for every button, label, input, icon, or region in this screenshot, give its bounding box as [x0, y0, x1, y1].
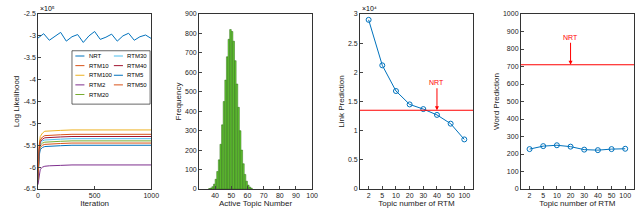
svg-text:-3.5: -3.5 [24, 54, 36, 61]
svg-text:90: 90 [292, 192, 300, 199]
svg-text:RTM20: RTM20 [89, 92, 109, 98]
svg-text:50: 50 [608, 192, 616, 199]
svg-text:-2.5: -2.5 [24, 10, 36, 17]
svg-text:50: 50 [227, 192, 235, 199]
svg-text:0: 0 [36, 192, 40, 199]
svg-text:Iteration: Iteration [80, 199, 109, 208]
svg-text:20: 20 [406, 192, 414, 199]
svg-text:×10⁴: ×10⁴ [362, 5, 377, 12]
svg-text:20: 20 [567, 192, 575, 199]
svg-text:600: 600 [507, 80, 519, 87]
svg-text:1000: 1000 [503, 10, 519, 17]
svg-text:200: 200 [507, 150, 519, 157]
svg-text:-6.5: -6.5 [24, 185, 36, 192]
svg-text:500: 500 [185, 88, 197, 95]
svg-text:300: 300 [507, 133, 519, 140]
svg-text:-5.5: -5.5 [24, 142, 36, 149]
svg-text:-3: -3 [30, 32, 36, 39]
svg-text:300: 300 [185, 127, 197, 134]
svg-text:30: 30 [419, 192, 427, 199]
svg-text:Topic number of RTM: Topic number of RTM [539, 199, 616, 208]
svg-text:RTM50: RTM50 [127, 82, 147, 88]
svg-text:30: 30 [580, 192, 588, 199]
svg-text:10: 10 [392, 192, 400, 199]
svg-text:×10⁵: ×10⁵ [40, 5, 55, 12]
svg-text:40: 40 [594, 192, 602, 199]
svg-text:-4: -4 [30, 76, 36, 83]
svg-text:900: 900 [507, 28, 519, 35]
svg-text:-4.5: -4.5 [24, 98, 36, 105]
svg-text:-5: -5 [30, 120, 36, 127]
svg-text:200: 200 [185, 147, 197, 154]
svg-text:1: 1 [354, 127, 358, 134]
svg-text:700: 700 [507, 63, 519, 70]
svg-text:100: 100 [458, 192, 470, 199]
svg-text:5: 5 [541, 192, 545, 199]
svg-text:100: 100 [619, 192, 631, 199]
svg-text:1.5: 1.5 [348, 98, 358, 105]
svg-text:Log Likelihood: Log Likelihood [12, 76, 21, 128]
svg-text:RTM2: RTM2 [89, 82, 106, 88]
svg-text:Topic number of RTM: Topic number of RTM [378, 199, 455, 208]
svg-text:RTM10: RTM10 [89, 63, 109, 69]
svg-text:10: 10 [553, 192, 561, 199]
svg-text:2: 2 [528, 192, 532, 199]
svg-text:NRT: NRT [429, 79, 444, 86]
svg-text:NRT: NRT [89, 53, 102, 59]
svg-text:Word Prediction: Word Prediction [492, 73, 501, 130]
svg-text:900: 900 [185, 10, 197, 17]
svg-text:RTM40: RTM40 [127, 63, 147, 69]
svg-text:3: 3 [354, 10, 358, 17]
svg-text:800: 800 [185, 30, 197, 37]
svg-text:400: 400 [507, 115, 519, 122]
svg-text:80: 80 [276, 192, 284, 199]
svg-text:700: 700 [185, 49, 197, 56]
svg-text:60: 60 [244, 192, 252, 199]
svg-text:-6: -6 [30, 164, 36, 171]
svg-text:100: 100 [507, 168, 519, 175]
svg-text:500: 500 [89, 192, 101, 199]
svg-text:0: 0 [354, 185, 358, 192]
svg-text:Frequency: Frequency [174, 83, 183, 121]
svg-text:40: 40 [211, 192, 219, 199]
svg-text:50: 50 [447, 192, 455, 199]
svg-text:800: 800 [507, 45, 519, 52]
svg-text:400: 400 [185, 108, 197, 115]
svg-text:0.5: 0.5 [348, 156, 358, 163]
svg-text:2: 2 [367, 192, 371, 199]
svg-text:500: 500 [507, 98, 519, 105]
svg-text:NRT: NRT [563, 34, 578, 41]
svg-text:100: 100 [306, 192, 318, 199]
svg-text:70: 70 [260, 192, 268, 199]
svg-text:100: 100 [185, 166, 197, 173]
svg-text:RTM30: RTM30 [127, 53, 147, 59]
svg-text:2.5: 2.5 [348, 40, 358, 47]
svg-text:RTM100: RTM100 [89, 72, 113, 78]
svg-text:RTM5: RTM5 [127, 72, 144, 78]
svg-text:Link Prediction: Link Prediction [337, 75, 346, 127]
svg-text:5: 5 [380, 192, 384, 199]
svg-text:600: 600 [185, 69, 197, 76]
svg-text:2: 2 [354, 69, 358, 76]
svg-text:0: 0 [193, 185, 197, 192]
svg-text:0: 0 [515, 185, 519, 192]
svg-text:1000: 1000 [143, 192, 159, 199]
svg-text:Active Topic Number: Active Topic Number [219, 199, 293, 208]
svg-text:40: 40 [433, 192, 441, 199]
